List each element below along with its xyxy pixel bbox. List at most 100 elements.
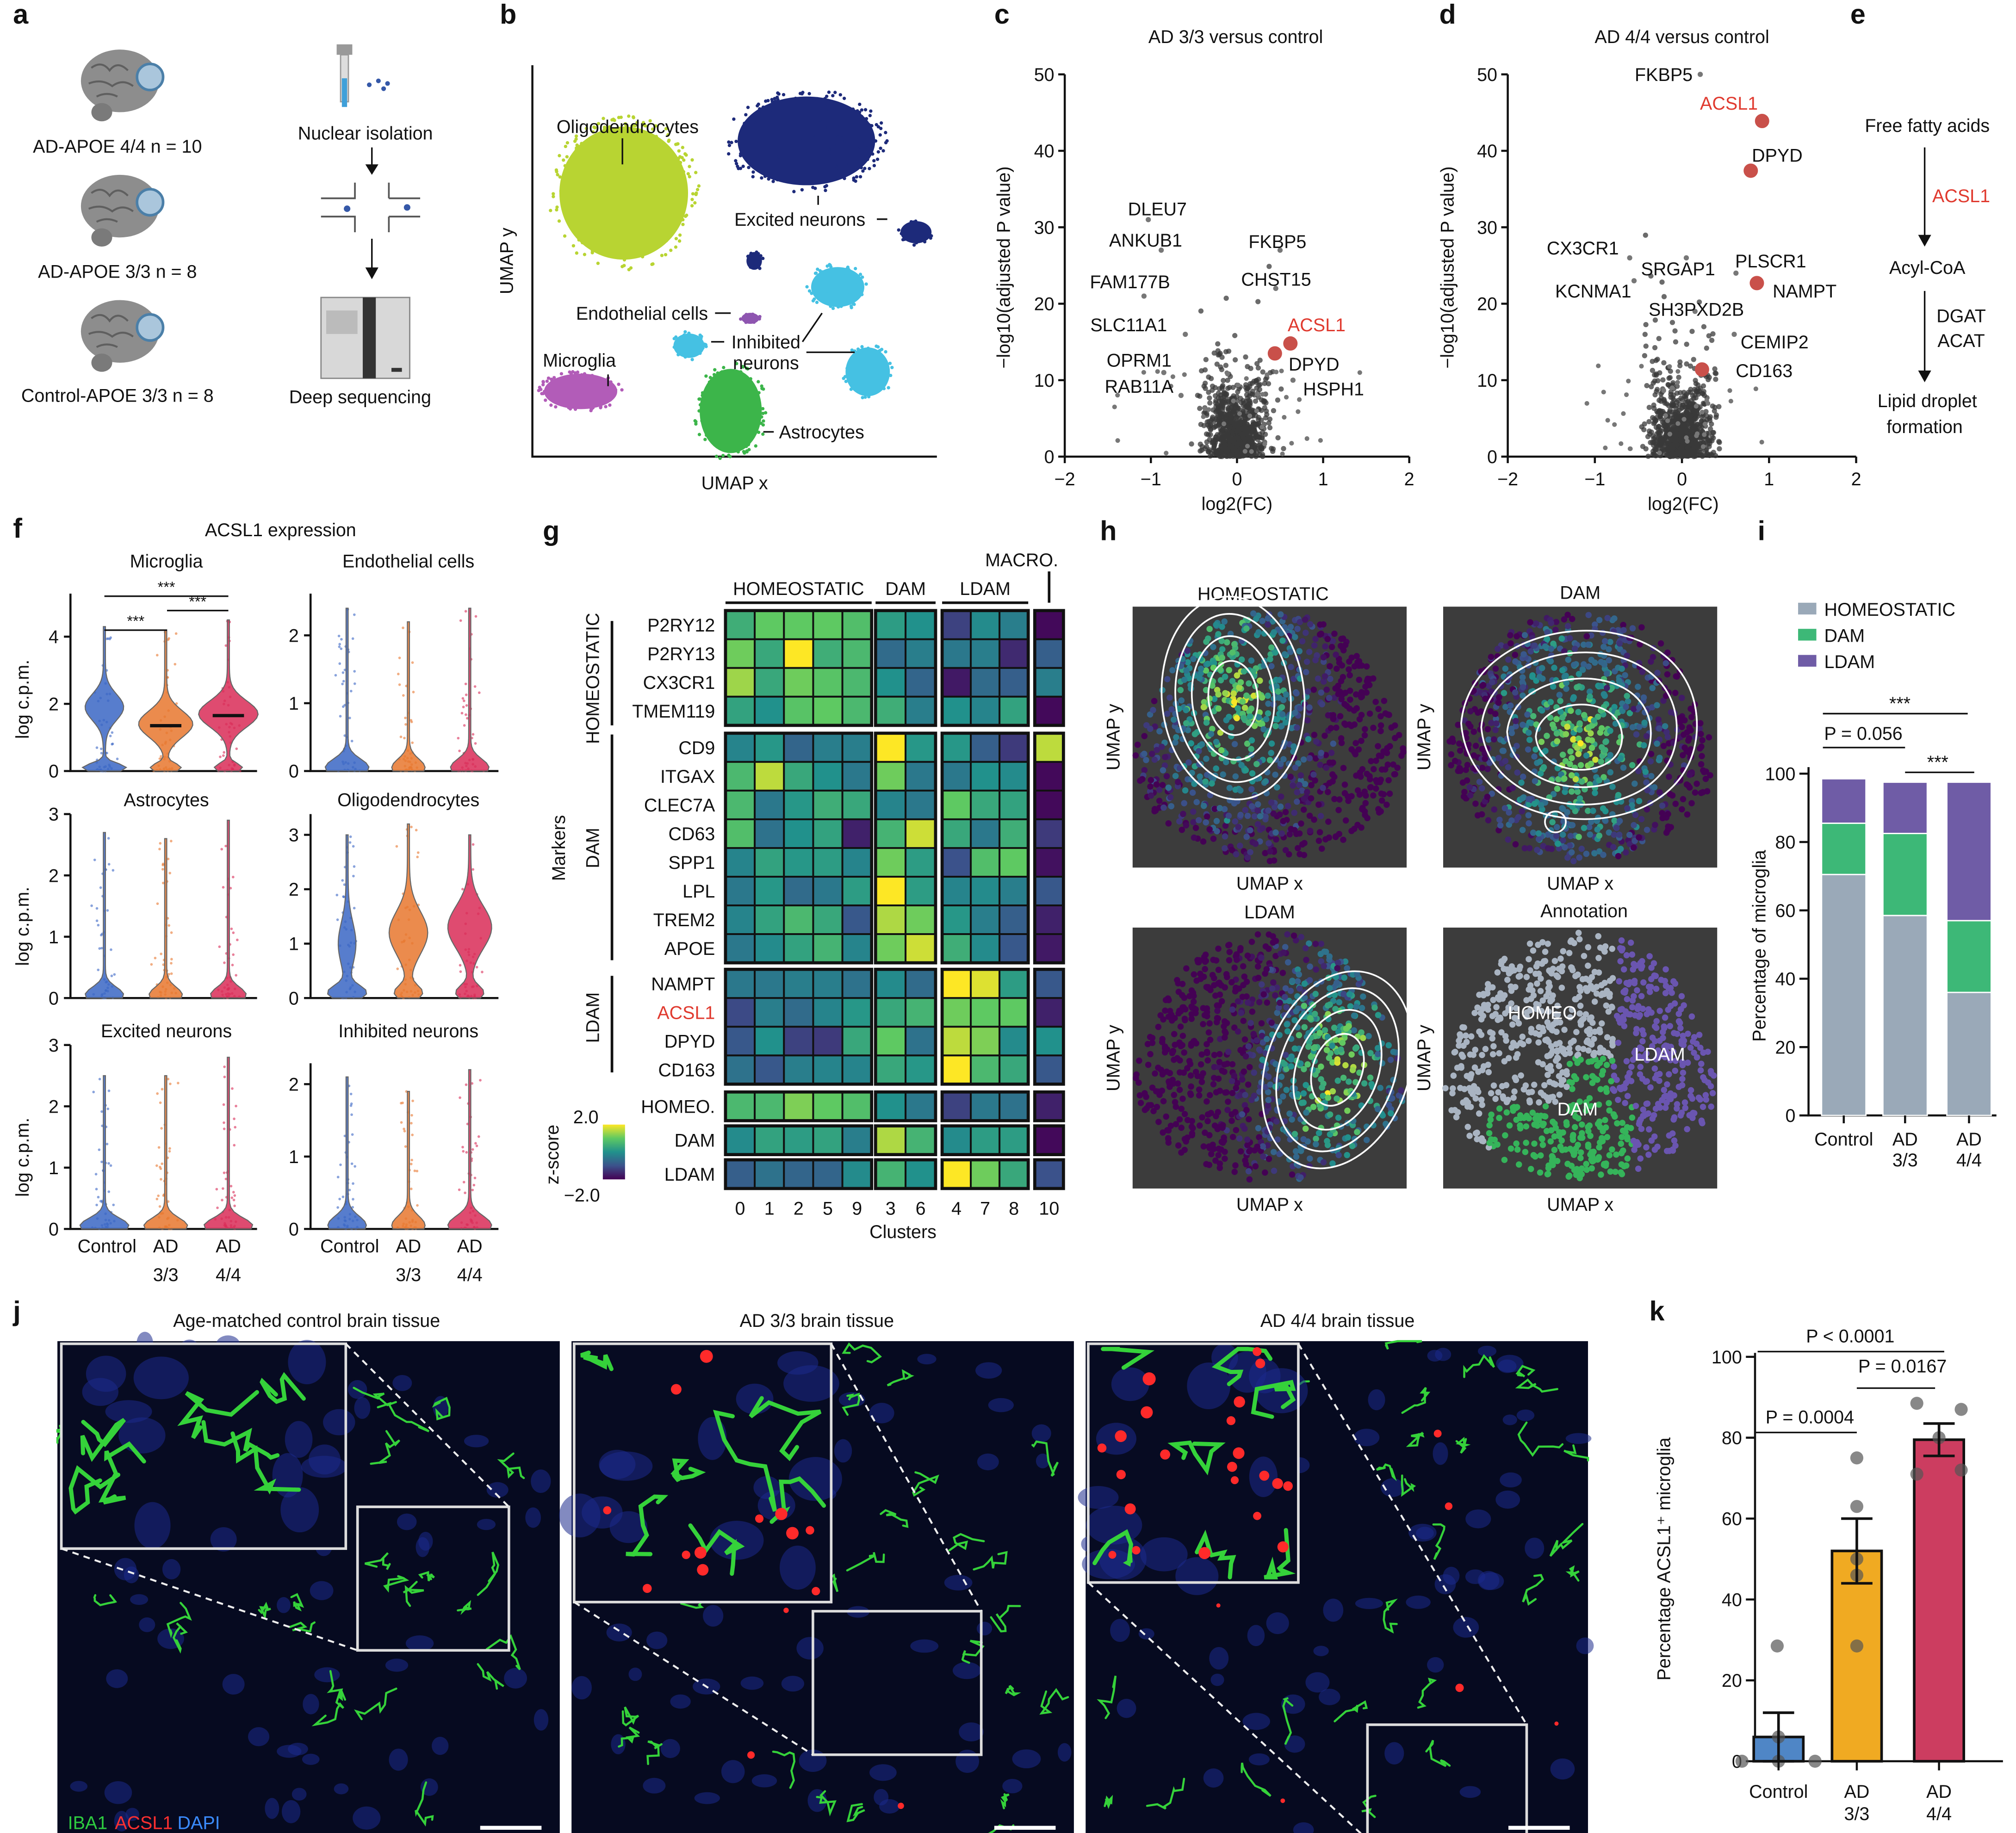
cell-point	[618, 220, 622, 224]
cell-point	[473, 1177, 477, 1179]
cell-point	[1377, 728, 1384, 734]
cell-point	[595, 166, 599, 170]
gene-point	[1235, 424, 1241, 430]
cell-point	[644, 136, 648, 139]
brainstem	[91, 103, 112, 122]
gene-point	[1661, 388, 1666, 393]
cell-point	[658, 230, 662, 234]
cell-point	[174, 663, 177, 666]
cell-point	[755, 260, 759, 264]
panel-letter-a: a	[13, 0, 29, 30]
cell-point	[223, 1127, 226, 1130]
gene-point	[1203, 380, 1208, 386]
labeled-gene-point	[1627, 255, 1632, 260]
cell-point	[611, 166, 615, 170]
cell-point	[572, 226, 576, 230]
cell-point	[349, 689, 353, 693]
cell-point	[814, 117, 818, 121]
cell-point	[609, 380, 613, 384]
cell-point	[864, 282, 868, 286]
cell-point	[657, 201, 661, 205]
heatmap-cell	[970, 933, 1001, 964]
cell-point	[719, 371, 723, 375]
cell-point	[617, 135, 620, 139]
cell-point	[897, 228, 900, 232]
cell-point	[657, 158, 661, 161]
cell-point	[590, 382, 594, 386]
gene-point	[1279, 368, 1284, 373]
gene-label: KCNMA1	[1555, 281, 1631, 302]
cell-point	[161, 1088, 164, 1091]
panel-letter-c: c	[994, 0, 1010, 30]
heatmap-cell	[999, 933, 1030, 964]
cell-point	[649, 198, 653, 202]
cell-point	[860, 345, 864, 349]
cell-point	[403, 1130, 406, 1133]
heatmap-cell	[783, 1026, 814, 1057]
heatmap-cell	[941, 997, 972, 1028]
cell-point	[645, 226, 649, 230]
gene-point	[1210, 387, 1215, 393]
cell-point	[841, 142, 845, 145]
labeled-gene-point	[1749, 276, 1764, 291]
cell-point	[589, 407, 594, 411]
cell-point	[840, 103, 844, 107]
cell-point	[841, 162, 844, 166]
cell-point	[170, 962, 173, 965]
cell-point	[741, 423, 745, 427]
cell-point	[573, 180, 577, 183]
cell-point	[581, 164, 585, 168]
heatmap-cell	[875, 695, 907, 726]
heatmap-cell	[812, 789, 844, 820]
cell-point	[465, 713, 467, 716]
gene-point	[1244, 376, 1249, 381]
cell-point	[624, 144, 628, 148]
heatmap-cell	[905, 638, 937, 669]
labeled-gene-point	[1267, 346, 1282, 361]
tissue-sample	[136, 313, 165, 342]
cell-point	[632, 211, 636, 214]
cell-point	[234, 1126, 236, 1129]
x-tick-label: 0	[1677, 469, 1687, 489]
leader-line	[711, 312, 855, 353]
gene-label: CX3CR1	[1547, 238, 1619, 259]
cell-point	[168, 1150, 171, 1153]
cell-point	[1172, 773, 1179, 779]
cell-point	[633, 179, 637, 183]
gene-point	[1216, 405, 1222, 411]
cell-point	[549, 403, 553, 407]
heatmap-cell	[754, 609, 785, 640]
cell-point	[341, 705, 345, 708]
cell-point	[835, 166, 839, 170]
cell-point	[348, 717, 351, 719]
heatmap-column-label: 10	[1039, 1198, 1059, 1219]
gene-point	[1661, 360, 1667, 365]
cell-point	[758, 107, 762, 111]
gene-label: DPYD	[1289, 354, 1340, 375]
gene-point	[1661, 294, 1667, 299]
cell-point	[465, 1151, 468, 1154]
cell-point	[400, 1121, 403, 1124]
cell-point	[701, 409, 705, 413]
heatmap-cell	[905, 818, 937, 849]
violin	[149, 838, 183, 999]
violin	[391, 621, 426, 772]
gene-point	[1218, 431, 1224, 436]
cell-point	[161, 881, 165, 885]
heatmap-cell	[999, 1091, 1030, 1122]
gene-point	[1218, 395, 1223, 401]
gene-point	[1223, 363, 1229, 368]
gene-point	[1263, 377, 1269, 382]
cell-point	[100, 752, 103, 755]
cell-point	[231, 964, 234, 966]
cell-point	[737, 377, 741, 381]
cell-point	[573, 407, 577, 411]
cell-point	[1185, 759, 1192, 766]
gene-label: DPYD	[1752, 146, 1803, 166]
cell-point	[844, 379, 848, 384]
cell-point	[584, 374, 589, 378]
cell-point	[694, 422, 698, 426]
heatmap-cell	[941, 847, 972, 878]
gene-point	[1709, 337, 1715, 343]
